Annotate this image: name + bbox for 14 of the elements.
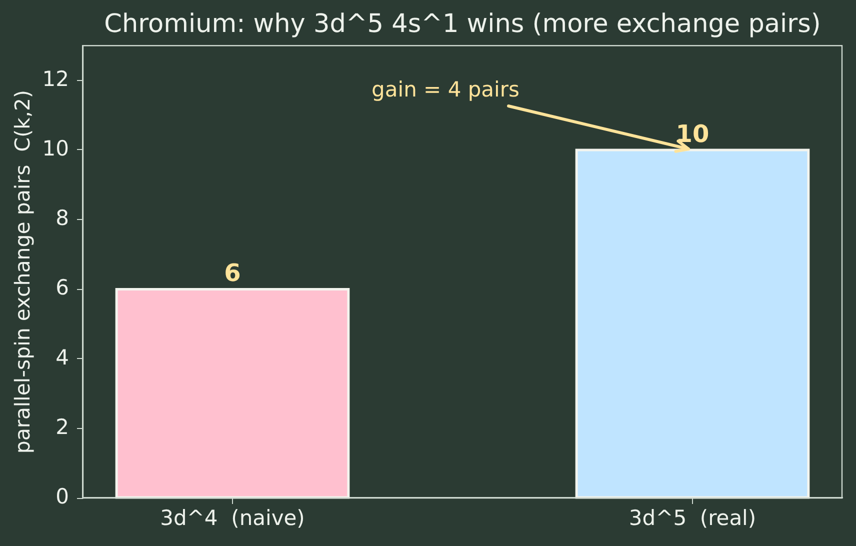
- annotation: gain = 4 pairs: [372, 77, 520, 102]
- data-label: 10: [676, 120, 710, 148]
- data-label: 6: [224, 259, 241, 288]
- y-tick-label: 8: [56, 206, 69, 230]
- chart-title: Chromium: why 3d^5 4s^1 wins (more exchange pairs): [104, 8, 821, 39]
- y-tick-label: 2: [56, 414, 69, 439]
- y-tick-label: 10: [42, 136, 69, 160]
- x-tick-label: 3d^5 (real): [628, 506, 756, 530]
- x-tick-label: 3d^4 (naive): [160, 506, 305, 530]
- y-tick-label: 4: [56, 345, 69, 370]
- y-tick-label: 12: [42, 66, 69, 91]
- y-axis-title: parallel-spin exchange pairs C(k,2): [10, 90, 35, 454]
- y-tick-label: 0: [56, 484, 69, 508]
- y-tick-label: 6: [56, 276, 69, 300]
